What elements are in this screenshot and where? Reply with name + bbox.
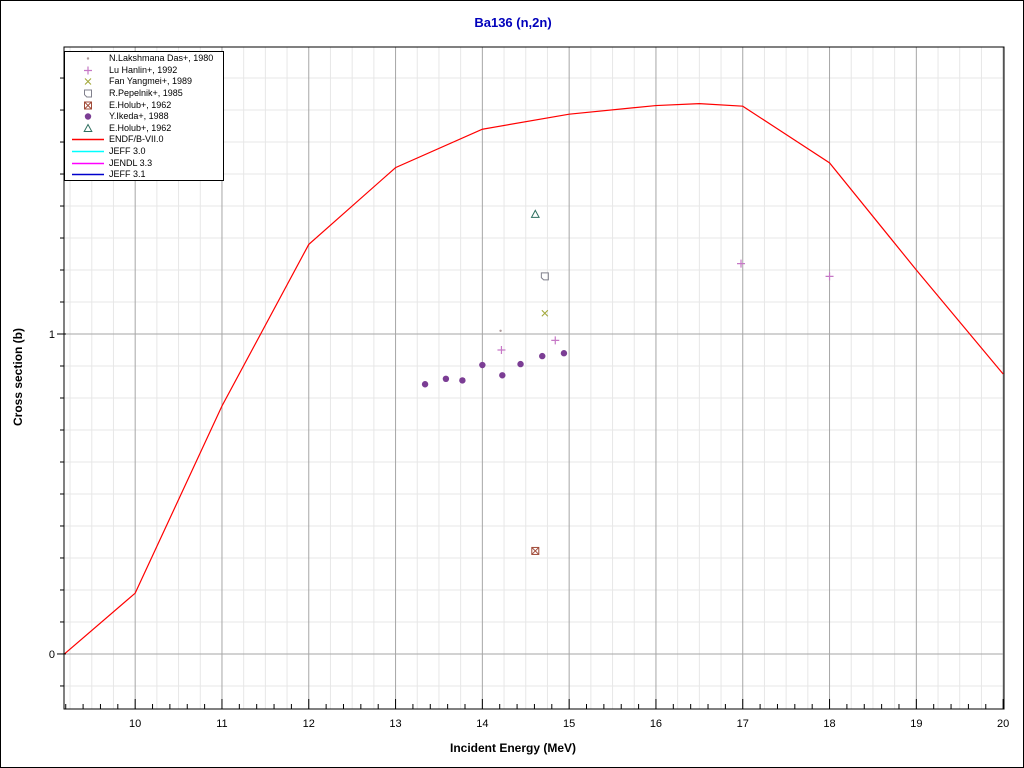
legend-marker-circle-filled-icon [84, 113, 92, 120]
series-e-holub-1962 [530, 209, 540, 218]
legend-item: JEFF 3.0 [65, 146, 223, 158]
legend-marker-plus-icon [84, 66, 92, 75]
series-n-lakshmana-das-1980 [499, 329, 502, 333]
legend-item-label: Lu Hanlin+, 1992 [109, 64, 178, 75]
y-tick-label: 1 [49, 329, 55, 341]
x-tick-label: 18 [823, 718, 835, 730]
legend-item: JENDL 3.3 [65, 157, 223, 169]
series-endf-b-vii-0 [64, 103, 1004, 655]
legend-item: E.Holub+, 1962 [65, 123, 223, 135]
grid-minor [64, 47, 1004, 709]
legend-item: JEFF 3.1 [65, 169, 223, 181]
legend-marker-triangle-open-icon [83, 123, 93, 132]
x-tick-label: 12 [303, 718, 315, 730]
legend-line-icon [72, 162, 104, 164]
x-axis-label: Incident Energy (MeV) [449, 741, 577, 755]
x-tick-label: 14 [476, 718, 488, 730]
series-e-holub-1962 [531, 546, 540, 555]
y-tick-label: 0 [49, 649, 55, 661]
legend-item-label: E.Holub+, 1962 [109, 122, 172, 133]
series-r-pepelnik-1985 [540, 272, 549, 281]
legend-marker-square-cross-icon [84, 101, 92, 110]
legend-line-icon [72, 150, 104, 153]
legend-item-label: E.Holub+, 1962 [109, 99, 172, 110]
legend-item: R.Pepelnik+, 1985 [65, 88, 223, 100]
legend-item-label: Fan Yangmei+, 1989 [109, 76, 192, 87]
legend: N.Lakshmana Das+, 1980 Lu Hanlin+, 1992 Fa… [64, 51, 224, 181]
series-y-ikeda-1988 [421, 350, 568, 388]
axis-ticks [57, 77, 1004, 709]
legend-item: Fan Yangmei+, 1989 [65, 76, 223, 88]
x-tick-label: 10 [129, 718, 141, 730]
legend-item-label: JENDL 3.3 [109, 157, 153, 168]
series-lu-hanlin-1992 [497, 259, 834, 355]
legend-line-icon [72, 139, 104, 141]
x-tick-label: 20 [997, 718, 1009, 730]
series-fan-yangmei-1989 [541, 309, 549, 317]
axis-tick-labels: 10 11 12 13 14 15 16 17 18 19 20 0 1 [49, 329, 1009, 730]
legend-item: Lu Hanlin+, 1992 [65, 65, 223, 77]
legend-item-label: N.Lakshmana Das+, 1980 [109, 53, 214, 64]
chart-title: Ba136 (n,2n) [474, 15, 552, 30]
legend-marker-square-open-icon [84, 89, 92, 98]
legend-marker-dot-icon [86, 57, 90, 60]
legend-line-icon [72, 174, 104, 176]
grid-major [64, 47, 1004, 709]
x-tick-label: 15 [563, 718, 575, 730]
legend-item: Y.Ikeda+, 1988 [65, 111, 223, 123]
legend-marker-x-icon [84, 78, 92, 86]
legend-item-label: Y.Ikeda+, 1988 [109, 111, 169, 122]
legend-item-label: JEFF 3.1 [109, 169, 146, 180]
legend-item: E.Holub+, 1962 [65, 99, 223, 111]
x-tick-label: 16 [650, 718, 662, 730]
legend-item-label: R.Pepelnik+, 1985 [109, 88, 183, 99]
legend-item: ENDF/B-VII.0 [65, 134, 223, 146]
legend-item: N.Lakshmana Das+, 1980 [65, 53, 223, 65]
legend-item-label: JEFF 3.0 [109, 146, 146, 157]
x-tick-label: 19 [910, 718, 922, 730]
legend-item-label: ENDF/B-VII.0 [109, 134, 164, 145]
x-tick-label: 11 [216, 718, 227, 730]
y-axis-label: Cross section (b) [11, 327, 25, 427]
x-tick-label: 17 [737, 718, 749, 730]
x-tick-label: 13 [389, 718, 401, 730]
